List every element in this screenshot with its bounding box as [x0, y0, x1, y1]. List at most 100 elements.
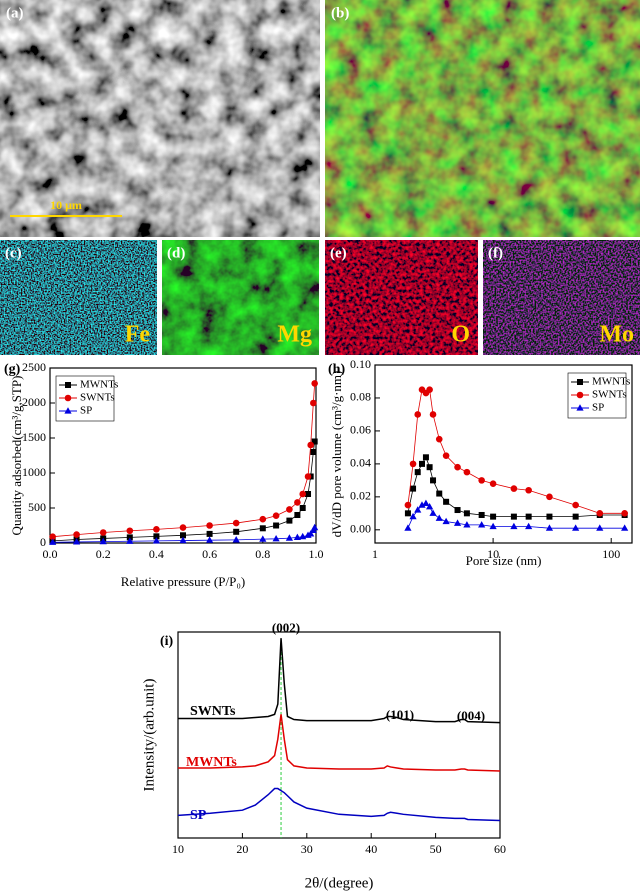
data-point — [510, 522, 518, 530]
x-tick-label: 0.4 — [149, 547, 164, 561]
data-point — [510, 485, 518, 492]
data-point — [436, 490, 443, 497]
data-point — [294, 512, 301, 518]
scale-bar-label: 10 μm — [50, 198, 82, 212]
data-point — [443, 498, 450, 505]
data-point — [545, 524, 554, 531]
data-point — [307, 530, 315, 537]
legend-label: MWNTs — [80, 379, 118, 391]
data-point — [510, 513, 517, 520]
x-tick-label: 0.2 — [96, 547, 111, 561]
data-point — [409, 512, 417, 520]
data-point — [99, 537, 107, 545]
data-point — [426, 464, 433, 471]
series-label: SP — [190, 808, 207, 823]
data-point — [442, 452, 450, 459]
y-tick-label: 0.04 — [350, 456, 371, 470]
data-point — [489, 522, 497, 530]
data-point — [525, 486, 532, 494]
data-point — [310, 449, 317, 455]
data-point — [206, 536, 214, 543]
sem-image — [0, 0, 320, 237]
data-point — [478, 511, 485, 518]
data-point — [299, 490, 307, 498]
x-tick-label: 50 — [430, 842, 442, 856]
y-axis-title: Quantity adsorbed(cm³/g,STP) — [9, 376, 24, 536]
data-point — [49, 533, 56, 540]
legend-label: SWNTs — [592, 389, 627, 401]
data-point — [572, 513, 579, 520]
peak-label: (004) — [457, 708, 485, 723]
y-tick-label: 0.08 — [350, 390, 371, 404]
data-point — [304, 473, 312, 480]
data-point — [285, 534, 293, 541]
data-point — [126, 534, 133, 541]
data-point — [418, 501, 426, 508]
data-point — [463, 521, 471, 528]
series-label: SWNTs — [190, 704, 236, 719]
x-tick-label: 100 — [602, 547, 620, 561]
panel-label: (g) — [4, 362, 21, 377]
x-axis-title: Pore size (nm) — [466, 553, 542, 568]
data-point — [272, 512, 280, 519]
series-label: MWNTs — [186, 755, 237, 770]
data-point — [180, 532, 186, 539]
data-point — [410, 485, 417, 492]
series-line — [177, 787, 501, 822]
panel-label: (i) — [160, 634, 174, 649]
y-tick-label: 0.02 — [350, 489, 371, 503]
plot-frame — [177, 631, 501, 839]
data-point — [311, 380, 318, 387]
legend-marker — [64, 407, 72, 414]
data-point — [299, 532, 307, 540]
data-point — [311, 438, 318, 445]
data-point — [179, 524, 187, 531]
data-point — [463, 468, 471, 476]
fe-map — [0, 240, 157, 355]
data-point — [286, 517, 293, 524]
x-tick-label: 1 — [372, 547, 378, 561]
panel-label: (f) — [488, 245, 503, 261]
x-tick-label: 0.0 — [43, 547, 58, 561]
data-point — [126, 537, 134, 544]
plot-frame — [374, 364, 633, 544]
data-point — [259, 525, 266, 532]
data-point — [152, 537, 160, 544]
mg-map — [162, 240, 319, 355]
x-tick-label: 0.8 — [255, 547, 270, 561]
y-tick-label: 0.10 — [350, 357, 371, 371]
data-point — [404, 510, 411, 517]
data-point — [490, 513, 497, 520]
panel-label: (e) — [330, 245, 347, 261]
x-tick-label: 60 — [494, 842, 506, 856]
y-tick-label: 0 — [40, 535, 46, 549]
data-point — [478, 521, 486, 528]
data-point — [422, 499, 430, 507]
legend-label: SP — [80, 405, 92, 417]
data-point — [286, 506, 293, 513]
data-point — [429, 509, 437, 516]
series-line — [178, 714, 501, 772]
panel-label: (a) — [6, 5, 24, 21]
data-point — [310, 399, 317, 407]
legend-marker — [576, 404, 584, 411]
y-tick-label: 1500 — [22, 430, 46, 444]
data-point — [418, 460, 425, 467]
data-point — [305, 491, 312, 497]
data-point — [126, 527, 134, 535]
data-point — [463, 510, 470, 517]
peak-label: (101) — [386, 707, 414, 722]
data-point — [426, 502, 434, 510]
element-label: O — [451, 322, 470, 348]
y-axis-title: dV/dD pore volume (cm³/g·nm) — [329, 371, 344, 538]
mo-map — [483, 240, 640, 355]
data-point — [307, 441, 314, 449]
data-point — [429, 411, 437, 418]
data-point — [73, 538, 81, 545]
element-label: Mo — [599, 322, 634, 348]
data-point — [404, 501, 412, 509]
data-point — [153, 526, 160, 533]
data-point — [489, 480, 497, 487]
data-point — [525, 513, 532, 520]
y-tick-label: 500 — [28, 500, 46, 514]
